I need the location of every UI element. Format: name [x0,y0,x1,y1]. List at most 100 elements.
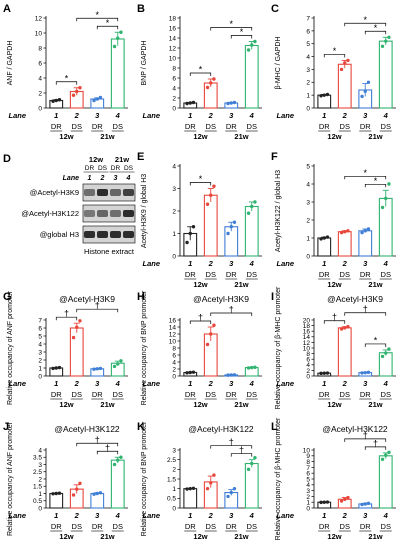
data-point [185,371,189,375]
data-point [253,200,257,204]
timepoint-label: 21w [234,280,248,289]
data-point [205,486,210,491]
panel-label: D [3,153,11,165]
lane-number: 1 [322,379,326,388]
data-point [346,495,350,500]
panel-label: J [3,421,9,433]
lane-prefix: Lane [8,379,26,388]
y-tick-label: 4 [306,54,310,61]
group-label: DS [206,390,216,399]
y-tick-label: 2 [306,217,310,224]
y-tick-label: 6 [306,471,310,478]
lane-number: 1 [322,511,326,520]
data-point [363,229,367,233]
lane-number: 1 [54,379,58,388]
blot-band [110,210,121,217]
significance-bracket [55,81,78,85]
bar [244,44,259,109]
y-tick-label: 8 [38,45,42,52]
group-label: DR [360,122,371,131]
group-label: DS [72,522,82,531]
timepoint-label: 12w [327,400,341,409]
significance-bracket [55,316,78,321]
significance-bracket [344,175,387,180]
group-label: DR [226,522,237,531]
bar [110,459,125,509]
lane-number: 1 [88,175,92,182]
group-label: DS [72,122,82,131]
data-point [319,94,323,98]
data-point [387,182,391,186]
y-tick-label: 1 [306,500,310,507]
y-tick-label: 3 [306,488,310,495]
y-tick-label: 2 [172,95,176,102]
y-tick-label: 1 [172,231,176,238]
lane-number: 3 [229,511,234,520]
bar [317,237,332,257]
blot-group-header: 12w [89,155,103,164]
chart-title: @Acetyl-H3K9 [193,294,249,304]
y-tick-label: 10 [35,30,43,37]
data-point [205,202,210,206]
group-label: DR [185,522,196,531]
data-point [360,371,364,375]
lane-number: 3 [114,175,118,182]
y-tick-label: 2 [38,90,42,97]
timepoint-label: 12w [193,532,207,541]
lane-number: 3 [363,111,368,120]
data-point [112,364,117,369]
blot-condition-label: DR [85,165,95,172]
panel-k: K @Acetyl-H3K122 Relative occupancy of BNP… [137,421,262,541]
significance-marker: † [332,312,337,322]
lane-number: 2 [208,111,214,120]
data-point [229,101,233,105]
bar [69,327,84,377]
panel-label: F [271,151,278,163]
y-tick-label: 0 [172,505,176,512]
data-point [209,193,213,197]
data-point [250,365,254,370]
y-tick-label: 7 [306,15,310,22]
panel-h: H @Acetyl-H3K9 Relative occupancy of BNP p… [137,290,262,409]
group-label: DR [51,522,62,531]
y-tick-label: 2 [306,494,310,501]
significance-bracket [189,72,212,76]
lane-number: 3 [229,379,234,388]
y-tick-label: 1 [172,486,176,493]
y-tick-label: 5 [306,476,310,483]
y-tick-label: 16 [169,25,177,32]
lane-number: 2 [208,379,214,388]
significance-marker: † [198,313,203,323]
group-label: DS [381,122,391,131]
lane-number: 1 [188,111,192,120]
lane-number: 2 [74,511,80,520]
lane-number: 1 [188,259,192,268]
y-tick-label: 2.5 [167,457,176,464]
significance-bracket [96,25,119,30]
data-point [360,502,364,507]
y-axis-label: Acetyl-H3K9 / global H3 [141,174,148,248]
data-point [119,359,123,363]
significance-marker: † [373,438,378,448]
blot-row-label: @Acetyl-H3K122 [21,209,79,218]
data-point [366,80,371,84]
group-label: DS [206,522,216,531]
significance-marker: * [199,174,203,184]
significance-marker: * [374,335,378,345]
lane-number: 3 [95,511,100,520]
timepoint-label: 12w [327,132,341,141]
data-point [380,44,385,48]
panel-g: G @Acetyl-H3K9 Relative occupancy of ANF p… [3,290,128,409]
blot-band [123,189,134,196]
blot-row-label: @Acetyl-H3K9 [30,188,79,197]
chart-title: @Acetyl-H3K122 [322,424,388,434]
chart-title: @Acetyl-H3K9 [327,294,383,304]
y-axis-label: Relative occupancy of ANF promoter [7,421,14,536]
y-tick-label: 2 [172,467,176,474]
lane-prefix: Lane [276,259,294,268]
lane-number: 2 [342,379,348,388]
group-label: DR [226,390,237,399]
y-tick-label: 10 [303,345,311,352]
group-label: DR [92,522,103,531]
data-point [229,490,233,495]
